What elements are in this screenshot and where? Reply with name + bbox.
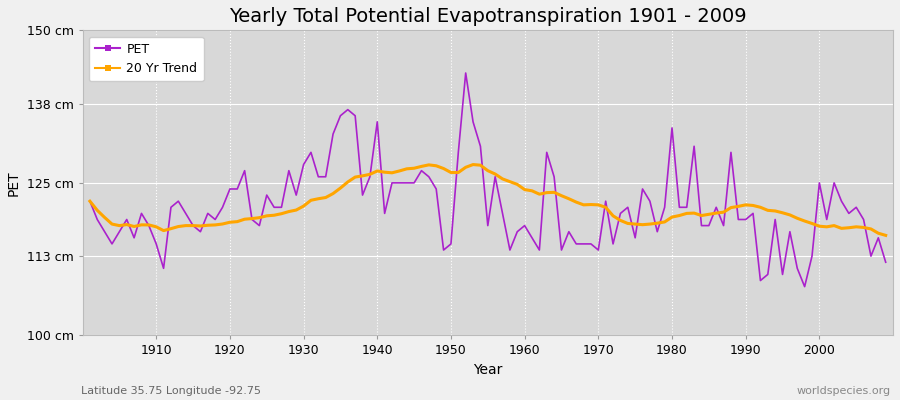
Legend: PET, 20 Yr Trend: PET, 20 Yr Trend bbox=[89, 36, 203, 81]
Title: Yearly Total Potential Evapotranspiration 1901 - 2009: Yearly Total Potential Evapotranspiratio… bbox=[229, 7, 747, 26]
Text: worldspecies.org: worldspecies.org bbox=[796, 386, 891, 396]
Text: Latitude 35.75 Longitude -92.75: Latitude 35.75 Longitude -92.75 bbox=[81, 386, 261, 396]
X-axis label: Year: Year bbox=[473, 363, 502, 377]
Y-axis label: PET: PET bbox=[7, 170, 21, 196]
